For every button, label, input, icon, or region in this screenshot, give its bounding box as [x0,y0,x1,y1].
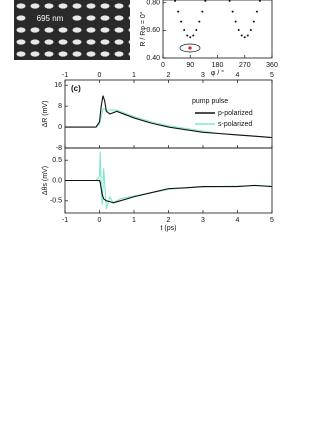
y-axis-label: R / Rφ = 0° [139,11,147,46]
y-axis-label: Δθs (mV) [42,166,49,195]
x-tick-label: 180 [212,62,224,69]
point [195,28,198,31]
point [186,34,189,37]
y-tick-label: 0.60 [146,27,160,34]
scale-label: 695 nm [37,14,64,23]
x-tick-label: -1 [62,217,68,224]
y-axis-label: ΔR (mV) [42,101,49,128]
x-tick-label: 270 [239,62,251,69]
point [240,34,243,37]
legend-label: p-polarized [218,110,253,117]
x-tick-label-top: 5 [270,72,274,79]
x-tick-label: 0 [161,62,165,69]
point [252,20,255,23]
y-tick-label: -8 [56,145,62,152]
panel-label: (c) [71,84,81,93]
x-axis-label: t (ps) [161,225,177,232]
x-tick-label: 0 [98,217,102,224]
point [198,20,201,23]
point [243,36,246,39]
x-tick-label-top: 4 [236,72,240,79]
point [249,28,252,31]
plot-frame [162,0,273,59]
x-tick-label: 4 [236,217,240,224]
point [231,10,234,13]
point [258,0,261,2]
x-tick-label: 3 [201,217,205,224]
y-tick-label: 0.80 [146,0,160,7]
y-tick-label: 8 [58,103,62,110]
x-tick-label: 90 [186,62,194,69]
x-tick-label-top: 2 [167,72,171,79]
point [174,0,177,2]
x-axis-label: φ / ° [211,69,224,77]
legend-label: s-polarized [218,121,252,128]
y-tick-label: 16 [54,82,62,89]
y-tick-label: -0.5 [50,198,62,205]
point [183,28,186,31]
y-tick-label: 0 [58,124,62,131]
x-tick-label-top: 1 [132,72,136,79]
point [204,0,207,2]
legend-title: pump pulse [192,98,228,105]
point [237,28,240,31]
x-tick-label-top: 0 [98,72,102,79]
x-tick-label: 360 [266,62,278,69]
x-tick-label: 1 [132,217,136,224]
point [180,20,183,23]
point [228,0,231,2]
y-tick-label: 0.0 [52,177,62,184]
y-tick-label: 0.40 [146,55,160,62]
point [246,34,249,37]
sem-image [14,0,130,60]
point [192,34,195,37]
data-line [65,179,273,204]
x-tick-label: 5 [270,217,274,224]
point [234,20,237,23]
y-tick-label: 0.5 [52,157,62,164]
scale-bar-bg [28,14,72,24]
point [189,36,192,39]
x-tick-label-top: 3 [201,72,205,79]
x-tick-label-top: -1 [62,72,68,79]
data-line [65,95,273,139]
point [255,10,258,13]
min-marker [179,43,201,53]
point [177,10,180,13]
point [201,10,204,13]
min-dot [188,46,192,50]
x-tick-label: 2 [167,217,171,224]
